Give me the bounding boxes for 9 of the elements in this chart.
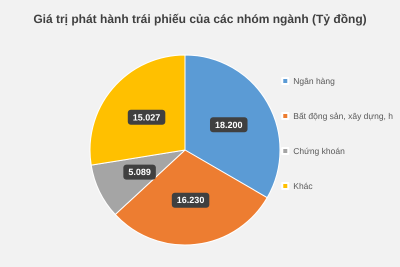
chart-title: Giá trị phát hành trái phiếu của các nhóm ngành (Tỷ đồng) bbox=[33, 12, 367, 26]
legend-label: Bất động sản, xây dựng, h bbox=[293, 111, 394, 121]
legend-label: Ngân hàng bbox=[293, 76, 336, 86]
data-label: 18.200 bbox=[214, 120, 243, 130]
data-label: 5.089 bbox=[128, 167, 151, 178]
data-label: 16.230 bbox=[176, 195, 204, 206]
legend-label: Chứng khoán bbox=[293, 146, 346, 156]
data-label: 15.027 bbox=[132, 112, 160, 122]
legend-label: Khác bbox=[293, 181, 314, 191]
